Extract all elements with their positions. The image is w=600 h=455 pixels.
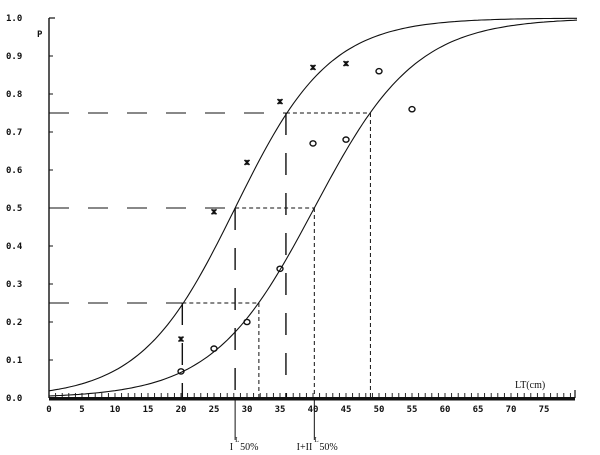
circle-marker [276, 265, 284, 273]
x-tick-label: 10 [110, 405, 121, 415]
curve-group-I-II [48, 19, 578, 397]
annotation-suffix: 50% [319, 442, 337, 453]
circle-marker [210, 345, 218, 352]
x-tick-label: 45 [341, 405, 352, 415]
x-tick-label: 60 [440, 405, 451, 415]
star-marker [276, 98, 284, 105]
y-tick-label: 0.5 [6, 204, 22, 214]
axes: 0.0 0.1 0.2 0.3 0.4 0.5 0.6 0.7 0.8 0.9 1.0 0 5 10 15 2… [6, 14, 576, 415]
y-tick-label: 0.3 [6, 280, 22, 290]
star-marker [342, 60, 350, 67]
x-tick-label: 40 [308, 405, 319, 415]
x-axis-title: LT(cm) [515, 380, 545, 391]
x-tick-label: 5 [79, 405, 84, 415]
annotation-superscript: L [314, 436, 318, 444]
x-tick-label: 15 [143, 405, 154, 415]
circle-marker [177, 368, 185, 375]
annotation-I-L50: I [230, 442, 233, 453]
y-tick-label: 0.1 [6, 356, 22, 366]
circle-marker [375, 67, 383, 75]
axis-labels: P LT(cm) [37, 30, 545, 391]
x-axis-line [49, 397, 575, 401]
annotation-I-II-L50: I+II [297, 442, 313, 453]
y-tick-label: 0.6 [6, 166, 22, 176]
y-tick-label: 0.4 [6, 242, 23, 252]
y-tick-label: 0.9 [6, 52, 22, 62]
annotation-suffix: 50% [240, 442, 258, 453]
circle-marker [243, 318, 251, 326]
x-tick-label: 55 [407, 405, 418, 415]
annotation-superscript: L [235, 436, 239, 444]
x-tick-label: 20 [176, 405, 187, 415]
y-tick-label: 0.2 [6, 318, 22, 328]
star-marker [210, 208, 218, 215]
y-axis-title: P [37, 30, 43, 40]
x-tick-label: 65 [473, 405, 484, 415]
y-tick-label: 1.0 [6, 14, 22, 24]
x-tick-label: 35 [275, 405, 286, 415]
fitted-curves [48, 17, 578, 397]
x-tick-label: 75 [539, 405, 550, 415]
circle-marker [342, 136, 350, 143]
y-tick-label: 0.7 [6, 128, 22, 138]
reference-lines [49, 112, 371, 440]
x-tick-label: 25 [209, 405, 220, 415]
data-points [177, 60, 416, 375]
star-marker [309, 64, 317, 71]
x-tick-label: 70 [506, 405, 517, 415]
x-tick-label: 0 [46, 405, 51, 415]
curve-group-I [48, 17, 577, 392]
y-tick-label: 0.8 [6, 90, 22, 100]
star-marker [177, 336, 185, 343]
circle-marker [408, 105, 416, 113]
x-tick-label: 30 [242, 405, 253, 415]
circle-marker [309, 140, 317, 147]
x-tick-label: 50 [374, 405, 385, 415]
star-marker [243, 159, 251, 166]
y-tick-label: 0.0 [6, 394, 22, 404]
